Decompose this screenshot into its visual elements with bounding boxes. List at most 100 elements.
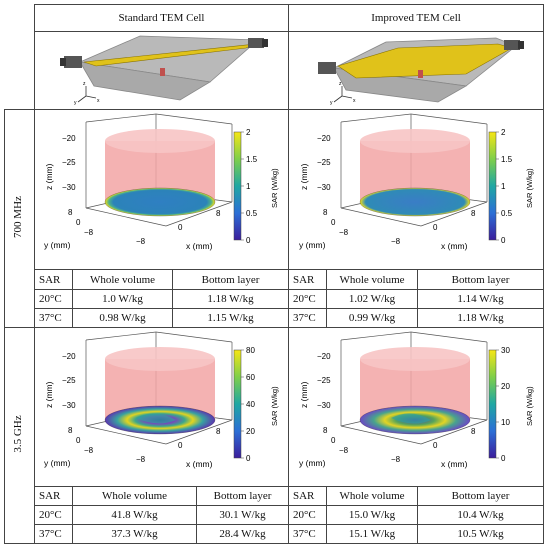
table-header-whole-volume: Whole volume (101, 490, 168, 502)
x-tick-label: 8 (216, 427, 221, 436)
y-tick-label: 0 (76, 218, 81, 227)
y-axis-title: y (mm) (299, 240, 326, 250)
colorbar-title: SAR (W/kg) (525, 386, 534, 426)
colorbar-tick-label: 1.5 (501, 155, 513, 164)
row-label-3-5ghz: 3.5 GHz (12, 415, 24, 453)
colorbar-tick-label: 0 (501, 454, 506, 463)
table-cell-temp: 37°C (293, 528, 316, 540)
table-cell-temp: 20°C (39, 509, 62, 521)
y-tick-label: 8 (323, 426, 328, 435)
table-header-whole-volume: Whole volume (339, 273, 405, 286)
table-header-whole-volume: Whole volume (89, 273, 156, 286)
colorbar-tick-label: 80 (246, 346, 255, 355)
colorbar-tick-label: 1 (246, 182, 251, 191)
table-header-sar: SAR (39, 273, 61, 286)
z-tick-label: −30 (317, 401, 331, 410)
table-cell-bottom-layer: 10.5 W/kg (457, 528, 504, 540)
colorbar-tick-label: 2 (246, 128, 251, 137)
colorbar-title: SAR (W/kg) (270, 386, 279, 426)
row-label-700mhz: 700 MHz (12, 196, 24, 238)
y-axis-title: y (mm) (44, 240, 71, 250)
x-tick-label: 0 (433, 223, 438, 232)
x-axis-title: x (mm) (186, 241, 213, 251)
axis-label-z: z (83, 81, 86, 87)
z-tick-label: −20 (317, 134, 331, 143)
sar-bottom-layer (359, 187, 471, 217)
table-cell-whole-volume: 15.1 W/kg (348, 528, 396, 540)
table-cell-whole-volume: 41.8 W/kg (111, 509, 158, 521)
colorbar-title: SAR (W/kg) (525, 168, 534, 208)
colorbar-tick-label: 1 (501, 182, 506, 191)
y-tick-label: −8 (84, 228, 94, 237)
y-tick-label: 0 (76, 436, 81, 445)
table-cell-whole-volume: 1.0 W/kg (102, 293, 143, 305)
axis-label-z: z (339, 81, 342, 87)
x-tick-label: 0 (178, 223, 183, 232)
table-cell-whole-volume: 15.0 W/kg (348, 509, 396, 521)
sar-cylinder (104, 129, 216, 217)
x-axis-title: x (mm) (441, 459, 468, 469)
table-cell-bottom-layer: 1.18 W/kg (457, 312, 504, 324)
x-tick-label: 8 (216, 209, 221, 218)
table-cell-whole-volume: 0.98 W/kg (99, 312, 146, 324)
colorbar-tick-label: 0.5 (246, 209, 258, 218)
table-cell-temp: 20°C (293, 293, 316, 305)
z-tick-label: −20 (62, 352, 76, 361)
table-header-bottom-layer: Bottom layer (213, 490, 272, 502)
table-header-sar: SAR (293, 273, 315, 286)
table-cell-bottom-layer: 1.18 W/kg (207, 293, 254, 305)
z-axis-title: z (mm) (299, 163, 309, 190)
z-tick-label: −30 (62, 183, 76, 192)
axis-label-y: y (330, 100, 333, 106)
table-cell-bottom-layer: 10.4 W/kg (457, 509, 504, 521)
table-cell-temp: 37°C (39, 312, 62, 324)
table-header-bottom-layer: Bottom layer (201, 273, 260, 286)
y-tick-label: 0 (331, 218, 336, 227)
colorbar (233, 131, 242, 241)
table-cell-bottom-layer: 28.4 W/kg (219, 528, 266, 540)
colorbar-tick-label: 0 (246, 236, 251, 245)
colorbar-tick-label: 0 (246, 454, 251, 463)
z-tick-label: −20 (317, 352, 331, 361)
table-cell-temp: 20°C (293, 509, 316, 521)
z-axis-title: z (mm) (299, 381, 309, 408)
sar-cylinder (359, 347, 471, 435)
x-tick-label: −8 (136, 455, 146, 464)
table-header-sar: SAR (293, 490, 315, 502)
x-tick-label: 0 (433, 441, 438, 450)
y-tick-label: −8 (84, 446, 94, 455)
colorbar-tick-label: 0.5 (501, 209, 513, 218)
y-axis-title: y (mm) (299, 458, 326, 468)
table-cell-bottom-layer: 1.15 W/kg (207, 312, 254, 324)
colorbar-tick-label: 30 (501, 346, 510, 355)
x-tick-label: −8 (136, 237, 146, 246)
axis-label-x: x (97, 98, 100, 104)
y-tick-label: 8 (68, 426, 73, 435)
sar-cylinder (104, 347, 216, 435)
table-header-bottom-layer: Bottom layer (451, 490, 510, 502)
axis-label-y: y (74, 100, 77, 106)
colorbar-tick-label: 2 (501, 128, 506, 137)
colorbar-tick-label: 40 (246, 400, 255, 409)
z-tick-label: −25 (62, 376, 76, 385)
z-axis-title: z (mm) (44, 381, 54, 408)
x-tick-label: −8 (391, 455, 401, 464)
table-cell-whole-volume: 1.02 W/kg (348, 293, 396, 305)
sar-bottom-layer (104, 187, 216, 217)
colorbar-tick-label: 20 (501, 382, 510, 391)
x-tick-label: 0 (178, 441, 183, 450)
colorbar-tick-label: 0 (501, 236, 506, 245)
z-tick-label: −30 (62, 401, 76, 410)
sar-cylinder (359, 129, 471, 217)
column-header-standard: Standard TEM Cell (118, 12, 205, 24)
colorbar-tick-label: 60 (246, 373, 255, 382)
x-tick-label: −8 (391, 237, 401, 246)
table-cell-temp: 37°C (39, 528, 62, 540)
y-tick-label: −8 (339, 228, 349, 237)
table-header-whole-volume: Whole volume (339, 490, 405, 502)
y-tick-label: 0 (331, 436, 336, 445)
z-tick-label: −20 (62, 134, 76, 143)
